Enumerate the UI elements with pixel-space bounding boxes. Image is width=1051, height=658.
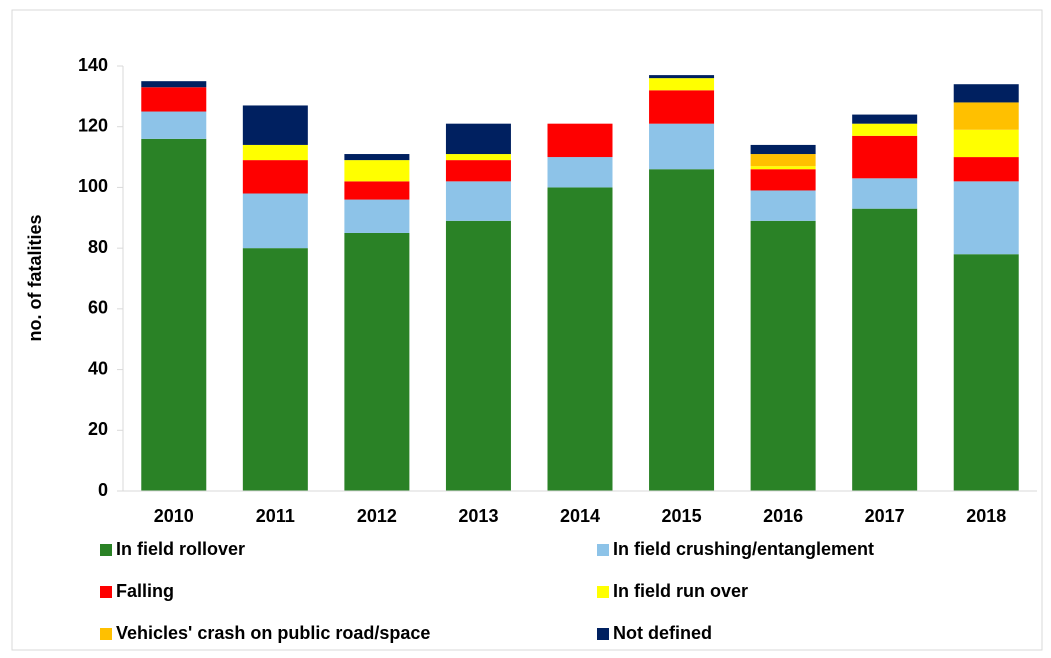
bar-segment — [445, 154, 511, 161]
bar-segment — [242, 248, 308, 491]
y-tick-label: 0 — [98, 480, 108, 500]
bar-segment — [242, 105, 308, 145]
bar-segment — [141, 111, 207, 139]
legend-label: Falling — [116, 581, 174, 601]
bar-segment — [445, 123, 511, 155]
bar-segment — [852, 135, 918, 179]
bar-segment — [750, 220, 816, 492]
bar-segment — [750, 166, 816, 170]
legend-label: In field rollover — [116, 539, 245, 559]
x-tick-label: 2011 — [256, 506, 295, 526]
bar-segment — [750, 190, 816, 221]
x-tick-label: 2015 — [662, 506, 702, 526]
legend-label: In field crushing/entanglement — [613, 539, 874, 559]
legend-swatch — [100, 628, 112, 640]
bar-segment — [141, 81, 207, 88]
bar-segment — [242, 193, 308, 249]
bar-segment — [953, 129, 1019, 158]
bar-segment — [547, 123, 613, 158]
legend-swatch — [597, 628, 609, 640]
bar-segment — [750, 144, 816, 155]
bar-segment — [852, 114, 918, 124]
bar-segment — [953, 102, 1019, 130]
legend-label: Vehicles' crash on public road/space — [116, 623, 430, 643]
bar-segment — [344, 199, 410, 233]
bar-segment — [852, 208, 918, 491]
bar-segment — [953, 84, 1019, 103]
bar-segment — [445, 160, 511, 182]
x-tick-label: 2016 — [763, 506, 803, 526]
bar-segment — [649, 123, 715, 170]
bar-segment — [649, 169, 715, 491]
bar-segment — [953, 254, 1019, 491]
bar-segment — [141, 87, 207, 112]
bar-segment — [445, 220, 511, 492]
x-tick-label: 2014 — [560, 506, 600, 526]
x-tick-label: 2012 — [357, 506, 397, 526]
legend-swatch — [597, 586, 609, 598]
bar-segment — [750, 154, 816, 167]
y-tick-label: 40 — [88, 358, 108, 378]
bar-segment — [852, 178, 918, 209]
bar-segment — [242, 160, 308, 194]
y-tick-label: 140 — [78, 55, 108, 75]
bar-segment — [445, 181, 511, 221]
legend-swatch — [100, 544, 112, 556]
y-tick-label: 20 — [88, 419, 108, 439]
bar-segment — [344, 181, 410, 200]
x-tick-label: 2018 — [966, 506, 1006, 526]
y-tick-label: 80 — [88, 237, 108, 257]
bar-segment — [953, 181, 1019, 255]
x-tick-label: 2010 — [154, 506, 194, 526]
bar-segment — [344, 154, 410, 161]
legend-swatch — [100, 586, 112, 598]
bar-segment — [649, 78, 715, 91]
y-tick-label: 120 — [78, 115, 108, 135]
bar-segment — [344, 160, 410, 182]
bar-segment — [750, 169, 816, 191]
x-tick-label: 2013 — [458, 506, 498, 526]
bar-segment — [953, 157, 1019, 182]
bar-segment — [141, 138, 207, 491]
bar-segment — [649, 90, 715, 124]
y-tick-label: 60 — [88, 298, 108, 318]
bar-segment — [547, 187, 613, 491]
bar-segment — [649, 75, 715, 79]
legend-label: Not defined — [613, 623, 712, 643]
legend-swatch — [597, 544, 609, 556]
chart-border — [11, 9, 1043, 651]
x-tick-label: 2017 — [865, 506, 905, 526]
y-axis-label: no. of fatalities — [25, 214, 45, 341]
legend-label: In field run over — [613, 581, 748, 601]
bar-segment — [852, 123, 918, 136]
y-tick-label: 100 — [78, 176, 108, 196]
bar-segment — [242, 144, 308, 161]
bar-segment — [344, 232, 410, 491]
bar-segment — [547, 157, 613, 188]
